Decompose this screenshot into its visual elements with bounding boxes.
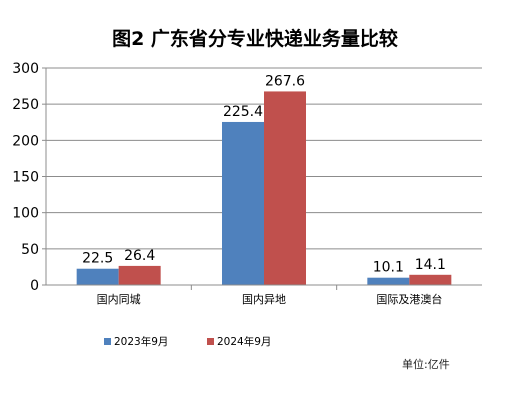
data-label: 14.1 bbox=[415, 257, 446, 273]
bar bbox=[76, 268, 119, 285]
x-category-label: 国际及港澳台 bbox=[376, 292, 442, 306]
y-tick-label: 300 bbox=[12, 61, 39, 77]
y-tick-label: 200 bbox=[12, 133, 39, 149]
data-label: 267.6 bbox=[265, 73, 305, 89]
x-axis-categories: 国内同城 国内异地 国际及港澳台 bbox=[97, 285, 442, 306]
bar bbox=[222, 121, 264, 285]
bar bbox=[367, 277, 410, 285]
legend-swatch bbox=[207, 338, 214, 345]
bar bbox=[118, 265, 161, 285]
bar bbox=[264, 91, 306, 285]
y-tick-label: 100 bbox=[12, 206, 39, 222]
y-axis-ticks: 0 50 100 150 200 250 300 bbox=[12, 61, 46, 294]
x-category-label: 国内异地 bbox=[242, 292, 286, 306]
data-label: 22.5 bbox=[82, 251, 113, 267]
legend-label: 2023年9月 bbox=[114, 335, 168, 348]
axes bbox=[45, 68, 482, 286]
data-label: 26.4 bbox=[124, 248, 155, 264]
legend-label: 2024年9月 bbox=[217, 335, 271, 348]
legend-swatch bbox=[104, 338, 111, 345]
bars bbox=[76, 91, 452, 285]
y-tick-label: 250 bbox=[12, 97, 39, 113]
x-category-label: 国内同城 bbox=[97, 292, 141, 306]
data-label: 10.1 bbox=[373, 260, 404, 276]
legend: 2023年9月 2024年9月 bbox=[104, 335, 271, 348]
bar bbox=[409, 274, 452, 285]
chart-title: 图2 广东省分专业快递业务量比较 bbox=[112, 28, 398, 50]
y-tick-label: 150 bbox=[12, 170, 39, 186]
y-tick-label: 0 bbox=[30, 278, 39, 294]
unit-note: 单位:亿件 bbox=[402, 358, 450, 371]
data-label: 225.4 bbox=[223, 104, 263, 120]
y-tick-label: 50 bbox=[21, 242, 39, 258]
